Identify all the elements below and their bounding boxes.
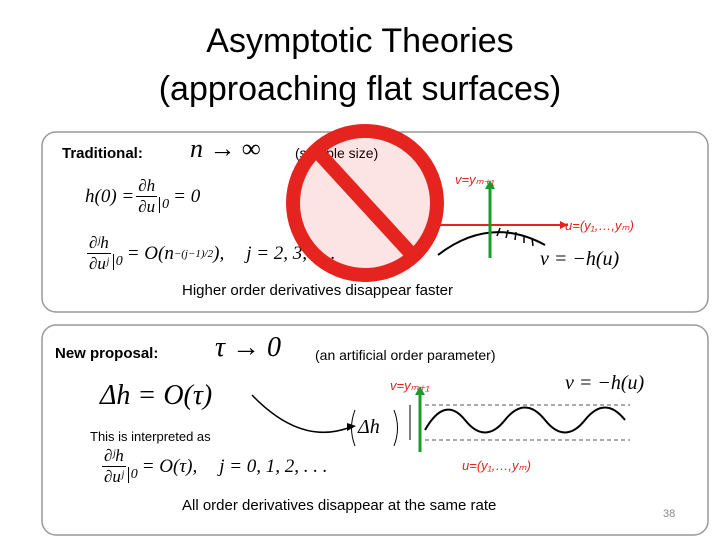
text: j = 0, 1, 2, . . . xyxy=(219,455,328,477)
fraction: ∂h ∂u xyxy=(136,176,158,217)
exp: −(j−1)/2 xyxy=(173,247,214,260)
text: This is interpreted as xyxy=(90,429,211,444)
note: (an artificial order parameter) xyxy=(315,347,496,363)
equation: h(0) = ∂h ∂u 0 = 0 xyxy=(85,176,200,217)
eval: 0 xyxy=(127,467,138,483)
equation: ∂ʲh ∂uʲ 0 = O(n −(j−1)/2), j = 2, 3, . . . xyxy=(85,233,336,274)
label: New proposal: xyxy=(55,345,159,362)
text: h(0) = xyxy=(85,185,135,207)
eval: 0 xyxy=(159,197,169,213)
arrow xyxy=(485,180,495,189)
fraction: ∂ʲh ∂uʲ xyxy=(102,446,126,487)
den: ∂uʲ xyxy=(89,254,109,273)
axis-label: u=(y₁,…,yₘ) xyxy=(462,458,531,473)
limit: n → ∞ xyxy=(190,134,261,163)
arrow xyxy=(415,386,425,395)
note: (sample size) xyxy=(295,145,379,161)
axis-label: u=(y₁,…,yₘ) xyxy=(565,218,634,233)
surface: v = −h(u) xyxy=(565,372,645,394)
text: ), xyxy=(213,242,225,264)
delta: Δh xyxy=(358,416,380,438)
box xyxy=(41,324,709,536)
text: j = 2, 3, . . . xyxy=(246,242,336,264)
page-number: 38 xyxy=(663,508,676,520)
conclusion: Higher order derivatives disappear faste… xyxy=(182,282,453,299)
num: ∂ʲh xyxy=(102,446,126,467)
title: Asymptotic Theories xyxy=(206,22,514,60)
arrow-line xyxy=(251,394,349,434)
title: (approaching flat surfaces) xyxy=(158,70,562,108)
text: = O(n xyxy=(126,242,174,264)
num: ∂ʲh xyxy=(87,233,111,254)
parens xyxy=(351,409,398,447)
arrow xyxy=(560,221,568,229)
equation: Δh = O(τ) xyxy=(100,380,213,411)
text: = 0 xyxy=(173,185,201,207)
axis-label: v=yₘ₊₁ xyxy=(390,378,430,393)
wave xyxy=(424,406,626,434)
eval: 0 xyxy=(112,254,123,270)
fraction: ∂ʲh ∂uʲ xyxy=(87,233,111,274)
label: Traditional: xyxy=(62,145,143,162)
den: ∂uʲ xyxy=(104,467,124,486)
surface: v = −h(u) xyxy=(540,248,620,270)
hatch xyxy=(496,227,534,247)
den: ∂u xyxy=(138,197,156,216)
conclusion: All order derivatives disappear at the s… xyxy=(182,497,497,514)
text: = O(τ), xyxy=(141,455,198,477)
limit: τ → 0 xyxy=(215,332,282,363)
equation: ∂ʲh ∂uʲ 0 = O(τ), j = 0, 1, 2, . . . xyxy=(100,446,328,487)
num: ∂h xyxy=(136,176,158,197)
axis-label: v=yₘ₊₁ xyxy=(455,172,495,187)
